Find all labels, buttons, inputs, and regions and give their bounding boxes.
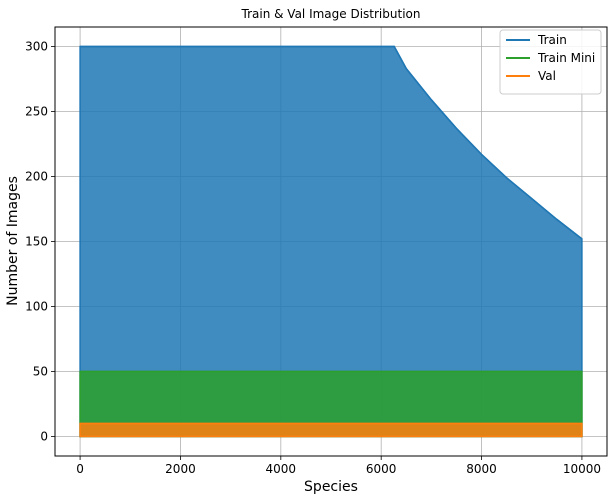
y-axis-ticks: 0 50 100 150 200 250 300 bbox=[25, 40, 55, 444]
y-tick-label: 200 bbox=[25, 170, 48, 184]
line-train bbox=[80, 45, 583, 240]
y-tick-label: 250 bbox=[25, 105, 48, 119]
x-tick-label: 10000 bbox=[563, 462, 601, 476]
legend-label-train: Train bbox=[537, 33, 567, 47]
x-tick-label: 8000 bbox=[466, 462, 497, 476]
x-tick-label: 4000 bbox=[266, 462, 297, 476]
legend-label-train-mini: Train Mini bbox=[537, 51, 595, 65]
y-tick-label: 100 bbox=[25, 300, 48, 314]
y-tick-label: 150 bbox=[25, 235, 48, 249]
y-axis-label: Number of Images bbox=[5, 176, 21, 306]
x-axis-label: Species bbox=[304, 479, 358, 495]
x-axis-ticks: 0 2000 4000 6000 8000 10000 bbox=[76, 456, 601, 476]
y-tick-label: 300 bbox=[25, 40, 48, 54]
x-tick-label: 0 bbox=[76, 462, 84, 476]
plot-areas bbox=[79, 45, 583, 438]
y-tick-label: 0 bbox=[40, 430, 48, 444]
chart-title: Train & Val Image Distribution bbox=[241, 7, 421, 21]
x-tick-label: 6000 bbox=[366, 462, 397, 476]
legend-label-val: Val bbox=[538, 69, 556, 83]
x-tick-label: 2000 bbox=[165, 462, 196, 476]
area-val bbox=[79, 422, 583, 438]
y-tick-label: 50 bbox=[33, 365, 48, 379]
legend-box bbox=[499, 29, 602, 95]
legend: Train Train Mini Val bbox=[499, 29, 602, 95]
